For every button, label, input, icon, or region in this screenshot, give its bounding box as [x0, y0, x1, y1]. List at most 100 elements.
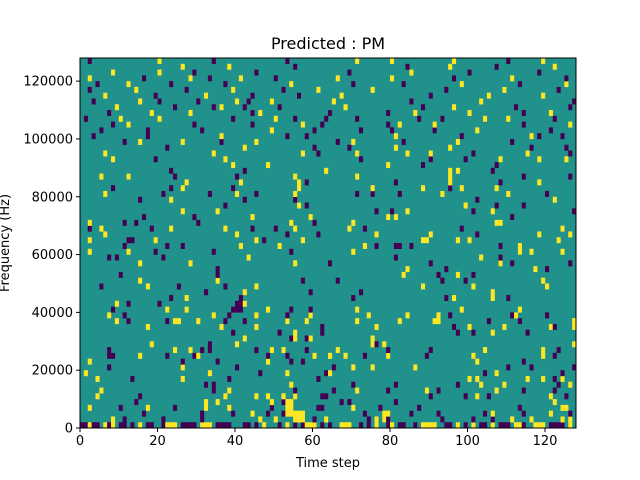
heatmap-cell [393, 179, 398, 186]
heatmap-cell [200, 347, 205, 354]
heatmap-cell [564, 393, 569, 400]
heatmap-cell [138, 352, 143, 359]
heatmap-cell [560, 404, 565, 411]
heatmap-cell [142, 410, 147, 417]
heatmap-cell [211, 381, 216, 388]
y-tick-label: 60000 [32, 248, 73, 263]
heatmap-cell [223, 81, 228, 88]
heatmap-cell [455, 422, 460, 429]
heatmap-cell [211, 150, 216, 157]
heatmap-cell [370, 190, 375, 197]
heatmap-cell [331, 387, 336, 394]
heatmap-cell [231, 115, 236, 122]
heatmap-cell [393, 144, 398, 151]
heatmap-cell [479, 254, 484, 261]
heatmap-cell [138, 98, 143, 105]
x-tick-label: 40 [227, 434, 244, 449]
heatmap-cell [227, 387, 232, 394]
heatmap-cell [293, 225, 298, 232]
heatmap-cell [211, 312, 216, 319]
heatmap-cell [510, 138, 515, 145]
heatmap-cell [304, 422, 309, 429]
heatmap-cell [351, 248, 356, 255]
heatmap-cell [153, 92, 158, 99]
heatmap-cell [293, 196, 298, 203]
heatmap-cell [560, 225, 565, 232]
heatmap-cell [165, 352, 170, 359]
heatmap-cell [262, 237, 267, 244]
heatmap-cell [529, 248, 534, 255]
heatmap-cell [335, 75, 340, 82]
heatmap-cell [436, 318, 441, 325]
heatmap-cell [452, 75, 457, 82]
heatmap-cell [541, 422, 546, 429]
y-tick-label: 40000 [32, 306, 73, 321]
heatmap-cell [529, 364, 534, 371]
heatmap-cell [192, 69, 197, 76]
chart-title: Predicted : PM [271, 34, 385, 53]
heatmap-cell [223, 318, 228, 325]
heatmap-cell [386, 162, 391, 169]
heatmap-cell [103, 92, 108, 99]
heatmap-cell [227, 312, 232, 319]
heatmap-cell [490, 422, 495, 429]
heatmap-cell [300, 422, 305, 429]
heatmap-cell [200, 127, 205, 134]
heatmap-cell [223, 283, 228, 290]
heatmap-cell [165, 243, 170, 249]
heatmap-cell [390, 75, 395, 82]
heatmap-cell [510, 416, 515, 423]
heatmap-cell [401, 138, 406, 145]
heatmap-cell [517, 81, 522, 88]
heatmap-cell [521, 358, 526, 365]
heatmap-cell [335, 138, 340, 145]
heatmap-cell [428, 156, 433, 163]
heatmap-cell [459, 225, 464, 232]
heatmap-cell [436, 271, 441, 278]
heatmap-cell [277, 243, 282, 249]
heatmap-cell [436, 410, 441, 417]
heatmap-cell [382, 341, 387, 348]
heatmap-cell [289, 248, 294, 255]
heatmap-cell [122, 243, 127, 249]
heatmap-cell [300, 358, 305, 365]
heatmap-cell [331, 364, 336, 371]
heatmap-cell [145, 127, 150, 134]
heatmap-cell [192, 352, 197, 359]
heatmap-cell [316, 231, 321, 238]
heatmap-cell [564, 404, 569, 411]
heatmap-cell [475, 231, 480, 238]
heatmap-cell [254, 393, 259, 400]
heatmap-cell [568, 173, 573, 180]
heatmap-cell [421, 162, 426, 169]
heatmap-cell [386, 214, 391, 221]
heatmap-cell [293, 410, 298, 417]
heatmap-cell [467, 375, 472, 382]
heatmap-cell [223, 393, 228, 400]
heatmap-cell [99, 225, 104, 232]
heatmap-cell [343, 352, 348, 359]
heatmap-cell [548, 323, 553, 330]
heatmap-cell [510, 260, 515, 267]
heatmap-cell [157, 58, 162, 64]
heatmap-cell [87, 86, 92, 93]
heatmap-cell [506, 295, 511, 302]
heatmap-cell [324, 115, 329, 122]
heatmap-cell [556, 422, 561, 429]
heatmap-cell [417, 404, 422, 411]
heatmap-cell [347, 144, 352, 151]
heatmap-cell [207, 347, 212, 354]
heatmap-cell [293, 387, 298, 394]
heatmap-cell [134, 86, 139, 93]
heatmap-cell [227, 63, 232, 70]
heatmap-cell [428, 422, 433, 429]
heatmap-cell [227, 404, 232, 411]
heatmap-cell [479, 98, 484, 105]
heatmap-cell [242, 422, 247, 429]
heatmap-cell [235, 173, 240, 180]
heatmap-cell [153, 156, 158, 163]
heatmap-cell [297, 179, 302, 186]
heatmap-cell [281, 399, 286, 406]
heatmap-cell [351, 295, 356, 302]
heatmap-cell [328, 370, 333, 377]
